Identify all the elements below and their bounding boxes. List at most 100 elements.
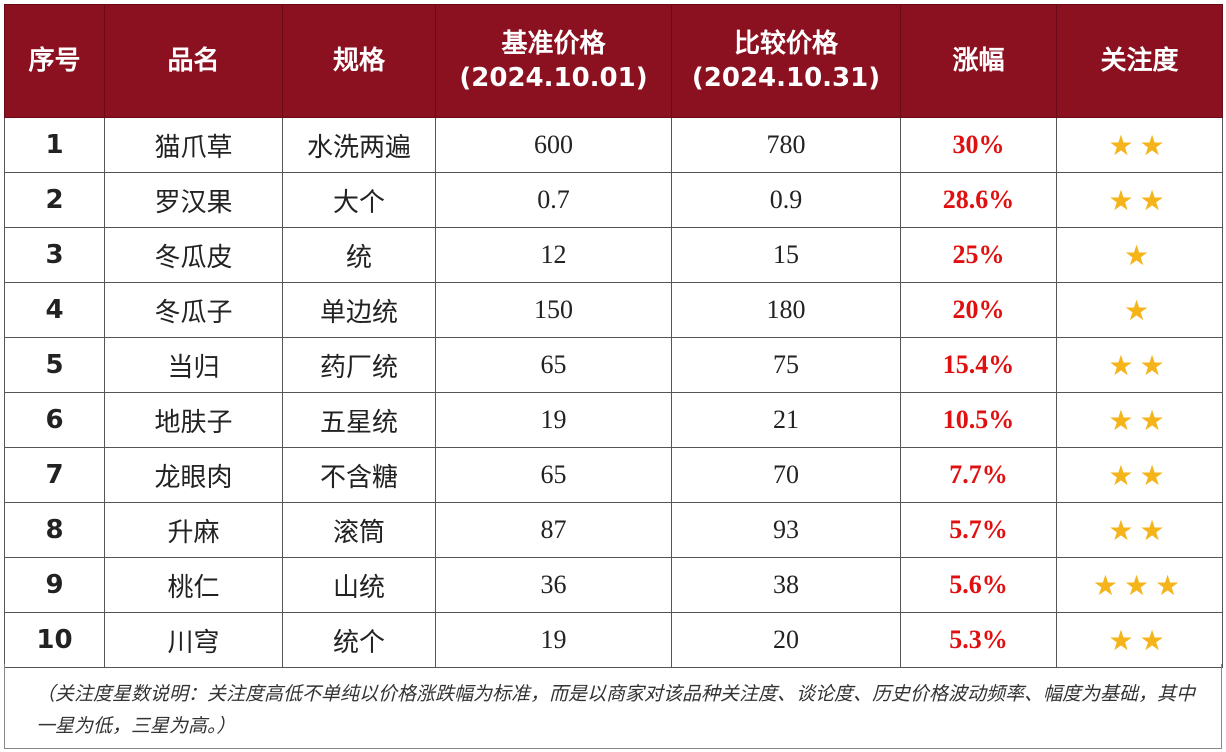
row-compare-price: 780 [671, 117, 901, 173]
header-name: 品名 [104, 4, 283, 118]
row-index: 3 [4, 227, 105, 283]
star-icon: ★ [1092, 568, 1124, 602]
header-rise: 涨幅 [900, 4, 1057, 118]
row-attention-stars: ★★ [1056, 392, 1223, 448]
row-index: 2 [4, 172, 105, 228]
table-row: 1 猫爪草 水洗两遍 600 780 30% ★★ [4, 117, 1223, 173]
row-attention-stars: ★★ [1056, 502, 1223, 558]
star-icon: ★ [1123, 238, 1156, 272]
table-row: 10 川穹 统个 19 20 5.3% ★★ [4, 612, 1223, 668]
row-compare-price: 21 [671, 392, 901, 448]
star-icon: ★ [1139, 403, 1171, 437]
row-base-price: 36 [435, 557, 672, 613]
row-name: 龙眼肉 [104, 447, 283, 503]
note-frame [4, 664, 1222, 749]
star-icon: ★ [1139, 458, 1171, 492]
star-icon: ★ [1108, 403, 1140, 437]
star-icon: ★ [1108, 623, 1140, 657]
table-row: 7 龙眼肉 不含糖 65 70 7.7% ★★ [4, 447, 1223, 503]
row-spec: 药厂统 [282, 337, 436, 393]
table-row: 4 冬瓜子 单边统 150 180 20% ★ [4, 282, 1223, 338]
row-attention-stars: ★★★ [1056, 557, 1223, 613]
row-rise: 5.3% [900, 612, 1057, 668]
row-rise: 7.7% [900, 447, 1057, 503]
row-compare-price: 0.9 [671, 172, 901, 228]
table-row: 8 升麻 滚筒 87 93 5.7% ★★ [4, 502, 1223, 558]
row-compare-price: 70 [671, 447, 901, 503]
row-base-price: 19 [435, 612, 672, 668]
table-body: 1 猫爪草 水洗两遍 600 780 30% ★★ 2 罗汉果 大个 0.7 0.9 28.6% ★★ 3 冬… [4, 117, 1223, 668]
table-row: 2 罗汉果 大个 0.7 0.9 28.6% ★★ [4, 172, 1223, 228]
row-name: 猫爪草 [104, 117, 283, 173]
table-header-row: 序号 品名 规格 基准价格 (2024.10.01) 比较价格 (2024.10… [4, 4, 1223, 118]
row-attention-stars: ★★ [1056, 447, 1223, 503]
star-icon: ★ [1108, 513, 1140, 547]
row-attention-stars: ★ [1056, 227, 1223, 283]
header-compare-price-label: 比较价格 [733, 29, 838, 59]
row-base-price: 65 [435, 447, 672, 503]
row-base-price: 12 [435, 227, 672, 283]
row-index: 8 [4, 502, 105, 558]
row-index: 6 [4, 392, 105, 448]
row-rise: 5.6% [900, 557, 1057, 613]
row-name: 桃仁 [104, 557, 283, 613]
row-base-price: 19 [435, 392, 672, 448]
row-base-price: 150 [435, 282, 672, 338]
table-row: 9 桃仁 山统 36 38 5.6% ★★★ [4, 557, 1223, 613]
row-compare-price: 180 [671, 282, 901, 338]
row-spec: 水洗两遍 [282, 117, 436, 173]
table-row: 3 冬瓜皮统 12 15 25% ★ [4, 227, 1223, 283]
row-spec: 单边统 [282, 282, 436, 338]
row-name: 升麻 [104, 502, 283, 558]
row-index: 7 [4, 447, 105, 503]
row-spec: 五星统 [282, 392, 436, 448]
row-index: 10 [4, 612, 105, 668]
row-name: 川穹 [104, 612, 283, 668]
table-row: 6 地肤子 五星统 19 21 10.5% ★★ [4, 392, 1223, 448]
header-base-price-label: 基准价格 [501, 29, 606, 59]
row-spec: 统 [282, 227, 436, 283]
star-icon: ★ [1108, 458, 1140, 492]
header-base-price-date: (2024.10.01) [459, 63, 648, 93]
row-spec: 山统 [282, 557, 436, 613]
row-rise: 25% [900, 227, 1057, 283]
row-attention-stars: ★★ [1056, 612, 1223, 668]
row-compare-price: 75 [671, 337, 901, 393]
star-icon: ★ [1108, 348, 1140, 382]
row-compare-price: 38 [671, 557, 901, 613]
header-index: 序号 [4, 4, 105, 118]
row-index: 5 [4, 337, 105, 393]
table-row: 5 当归 药厂统 65 75 15.4% ★★ [4, 337, 1223, 393]
row-spec: 大个 [282, 172, 436, 228]
star-icon: ★ [1139, 128, 1171, 162]
row-compare-price: 15 [671, 227, 901, 283]
price-rise-table: 序号 品名 规格 基准价格 (2024.10.01) 比较价格 (2024.10… [4, 4, 1223, 668]
row-base-price: 0.7 [435, 172, 672, 228]
header-spec: 规格 [282, 4, 436, 118]
row-name: 冬瓜子 [104, 282, 283, 338]
row-base-price: 87 [435, 502, 672, 558]
price-table-container: 序号 品名 规格 基准价格 (2024.10.01) 比较价格 (2024.10… [4, 4, 1223, 668]
star-icon: ★ [1139, 513, 1171, 547]
row-spec: 滚筒 [282, 502, 436, 558]
row-compare-price: 93 [671, 502, 901, 558]
row-attention-stars: ★★ [1056, 337, 1223, 393]
row-spec: 统个 [282, 612, 436, 668]
star-icon: ★ [1139, 348, 1171, 382]
star-icon: ★ [1123, 568, 1156, 602]
row-name: 罗汉果 [104, 172, 283, 228]
row-rise: 30% [900, 117, 1057, 173]
row-index: 9 [4, 557, 105, 613]
star-icon: ★ [1108, 128, 1140, 162]
header-attention: 关注度 [1056, 4, 1223, 118]
attention-note: （关注度星数说明：关注度高低不单纯以价格涨跌幅为标准，而是以商家对该品种关注度、… [36, 683, 1196, 737]
star-icon: ★ [1155, 568, 1187, 602]
row-index: 4 [4, 282, 105, 338]
row-rise: 15.4% [900, 337, 1057, 393]
star-icon: ★ [1123, 293, 1156, 327]
row-rise: 28.6% [900, 172, 1057, 228]
header-compare-price: 比较价格 (2024.10.31) [671, 4, 901, 118]
row-name: 冬瓜皮 [104, 227, 283, 283]
row-spec: 不含糖 [282, 447, 436, 503]
row-attention-stars: ★★ [1056, 117, 1223, 173]
